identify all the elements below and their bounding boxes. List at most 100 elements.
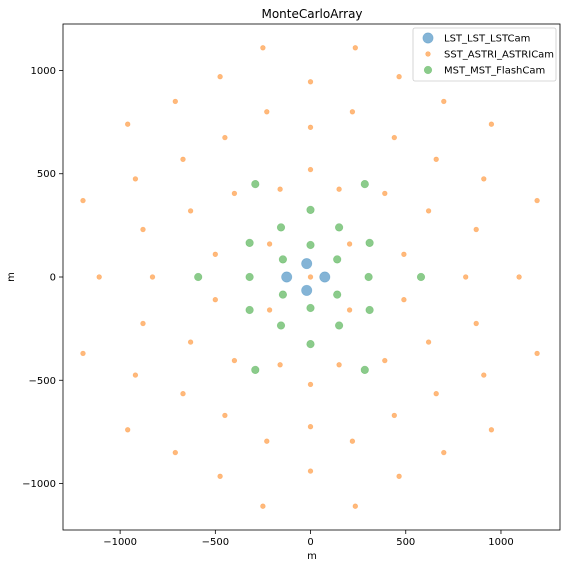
data-point-series-3 <box>365 238 374 247</box>
data-point-series-2 <box>231 357 238 364</box>
data-point-series-2 <box>307 424 314 430</box>
data-point-series-2 <box>277 186 283 192</box>
data-point-series-2 <box>180 391 186 397</box>
data-point-series-2 <box>441 449 447 456</box>
data-point-series-1 <box>301 284 313 296</box>
data-point-series-2 <box>140 320 146 327</box>
data-point-series-3 <box>365 305 374 315</box>
data-point-series-3 <box>245 272 254 282</box>
data-point-series-2 <box>481 372 487 378</box>
data-point-series-2 <box>401 251 407 258</box>
data-point-series-2 <box>172 98 179 105</box>
legend-frame <box>412 27 557 82</box>
data-point-series-2 <box>172 449 179 456</box>
legend-label: MST_MST_FlashCam <box>444 66 545 77</box>
data-point-series-2 <box>187 339 194 345</box>
legend-marker <box>425 51 431 57</box>
scatter-marks <box>80 45 540 509</box>
data-point-series-2 <box>516 274 522 280</box>
data-point-series-2 <box>149 274 156 280</box>
data-point-series-2 <box>401 297 407 303</box>
x-tick-label: −500 <box>202 537 229 548</box>
data-point-series-3 <box>306 303 315 313</box>
data-point-series-3 <box>306 205 315 214</box>
data-point-series-2 <box>307 79 314 85</box>
data-point-series-2 <box>481 176 487 182</box>
data-point-series-2 <box>80 197 86 204</box>
data-point-series-3 <box>360 180 369 189</box>
data-point-series-3 <box>245 305 254 315</box>
data-point-series-3 <box>333 255 342 264</box>
data-point-series-2 <box>396 473 402 479</box>
data-point-series-2 <box>391 412 397 419</box>
data-point-series-2 <box>307 274 314 280</box>
y-axis-ticks: −1000 −500 0 500 1000 <box>22 66 63 490</box>
data-point-series-2 <box>217 473 223 479</box>
x-tick-label: −1000 <box>103 537 137 548</box>
data-point-series-2 <box>534 197 540 204</box>
data-point-series-2 <box>433 156 439 163</box>
data-point-series-2 <box>433 391 439 397</box>
data-point-series-2 <box>391 134 397 141</box>
chart-legend: LST_LST_LSTCam SST_ASTRI_ASTRICam MST_MST_… <box>412 27 557 82</box>
data-point-series-2 <box>382 357 388 364</box>
data-point-series-3 <box>278 255 288 264</box>
data-point-series-1 <box>301 258 313 270</box>
y-axis-label: m <box>6 272 17 282</box>
data-point-series-3 <box>335 321 344 330</box>
legend-marker <box>423 65 433 75</box>
y-tick-label: 0 <box>50 273 56 284</box>
y-tick-label: 500 <box>37 169 56 180</box>
data-point-series-2 <box>352 503 358 509</box>
data-point-series-2 <box>222 412 228 419</box>
x-tick-label: 500 <box>396 537 415 548</box>
data-point-series-3 <box>364 272 373 282</box>
data-point-series-3 <box>276 321 286 330</box>
data-point-series-2 <box>266 241 273 247</box>
data-point-series-1 <box>281 271 293 283</box>
data-point-series-3 <box>278 290 288 299</box>
data-point-series-3 <box>306 240 315 250</box>
y-tick-label: 1000 <box>31 66 56 77</box>
data-point-series-2 <box>180 156 186 163</box>
data-point-series-2 <box>307 124 314 131</box>
data-point-series-3 <box>251 180 260 189</box>
legend-label: SST_ASTRI_ASTRICam <box>444 50 554 61</box>
data-point-series-2 <box>96 274 102 280</box>
data-point-series-2 <box>382 190 388 197</box>
data-point-series-2 <box>260 45 266 51</box>
data-point-series-2 <box>277 362 283 368</box>
data-point-series-2 <box>473 226 479 233</box>
data-point-series-2 <box>140 226 146 233</box>
data-point-series-2 <box>212 297 219 303</box>
data-point-series-3 <box>416 272 426 282</box>
legend-marker <box>422 32 434 44</box>
data-point-series-2 <box>473 320 479 327</box>
data-point-series-2 <box>124 121 131 127</box>
data-point-series-2 <box>132 372 139 378</box>
data-point-series-2 <box>80 350 86 357</box>
data-point-series-2 <box>212 251 219 258</box>
data-point-series-2 <box>260 503 266 509</box>
data-point-series-2 <box>346 307 353 313</box>
data-point-series-2 <box>264 438 270 444</box>
data-point-series-3 <box>306 340 315 349</box>
data-point-series-3 <box>333 290 342 299</box>
data-point-series-2 <box>264 109 270 115</box>
data-point-series-2 <box>266 307 273 313</box>
data-point-series-2 <box>307 166 314 173</box>
data-point-series-2 <box>425 208 432 214</box>
data-point-series-3 <box>276 223 286 232</box>
data-point-series-2 <box>217 73 223 80</box>
data-point-series-2 <box>534 350 540 357</box>
data-point-series-2 <box>349 438 356 444</box>
data-point-series-2 <box>352 45 358 51</box>
chart-title: MonteCarloArray <box>261 7 362 21</box>
data-point-series-2 <box>425 339 432 345</box>
data-point-series-2 <box>441 98 447 105</box>
data-point-series-2 <box>307 468 314 474</box>
data-point-series-3 <box>335 223 344 232</box>
data-point-series-2 <box>187 208 194 214</box>
data-point-series-2 <box>346 241 353 247</box>
x-tick-label: 0 <box>307 537 313 548</box>
